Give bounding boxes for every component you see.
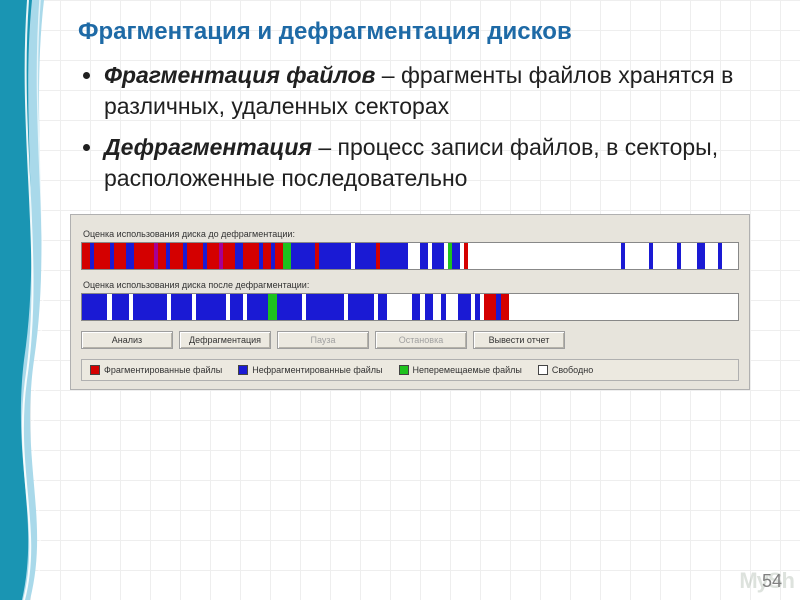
stripe [263,243,271,269]
stripe [171,294,192,320]
legend-fragmented: Фрагментированные файлы [90,365,222,375]
stripe [94,243,110,269]
legend: Фрагментированные файлы Нефрагментирован… [81,359,739,381]
stripe [420,243,428,269]
stripe [412,294,420,320]
stripe [722,243,738,269]
swatch-free [538,365,548,375]
stripe [187,243,203,269]
usage-bar-before [81,242,739,270]
stripe [484,294,497,320]
stripe [158,243,166,269]
stripe [306,294,344,320]
stripe [277,294,302,320]
stripe [283,243,291,269]
legend-nonfragmented: Нефрагментированные файлы [238,365,382,375]
term: Дефрагментация [104,134,312,160]
stripe [268,294,276,320]
stripe [134,243,154,269]
legend-label: Фрагментированные файлы [104,365,222,375]
stripe [247,294,268,320]
bullet-list: Фрагментация файлов – фрагменты файлов х… [104,60,790,194]
stripe [207,243,219,269]
stripe [452,243,460,269]
stripe [112,294,129,320]
stripe [355,243,375,269]
stripe [625,243,649,269]
defrag-panel: Оценка использования диска до дефрагмент… [70,214,750,390]
swatch-nonfragmented [238,365,248,375]
stripe [230,294,243,320]
list-item: Фрагментация файлов – фрагменты файлов х… [104,60,790,122]
stripe [223,243,235,269]
report-button[interactable]: Вывести отчет [473,331,565,349]
button-row: Анализ Дефрагментация Пауза Остановка Вы… [81,331,739,349]
stripe [291,243,315,269]
stripe [235,243,243,269]
stripe [348,294,373,320]
swatch-fragmented [90,365,100,375]
stripe [501,294,509,320]
legend-unmovable: Неперемещаемые файлы [399,365,522,375]
legend-label: Нефрагментированные файлы [252,365,382,375]
decorative-wave [0,0,64,600]
label-after: Оценка использования диска после дефрагм… [83,280,739,290]
stripe [387,294,412,320]
usage-bar-after [81,293,739,321]
stripe [82,243,90,269]
page-number: 54 [762,571,782,592]
stripe [705,243,717,269]
stripe [82,294,107,320]
stripe [509,294,738,320]
stripe [697,243,705,269]
legend-label: Свободно [552,365,593,375]
stripe [468,243,621,269]
stripe [243,243,259,269]
stripe [275,243,283,269]
stripe [446,294,459,320]
stripe [133,294,167,320]
legend-free: Свободно [538,365,593,375]
stripe [319,243,351,269]
list-item: Дефрагментация – процесс записи файлов, … [104,132,790,194]
slide-title: Фрагментация и дефрагментация дисков [78,18,790,46]
term: Фрагментация файлов [104,62,375,88]
defragment-button[interactable]: Дефрагментация [179,331,271,349]
stripe [408,243,420,269]
stop-button[interactable]: Остановка [375,331,467,349]
stripe [432,243,444,269]
stripe [458,294,471,320]
stripe [653,243,677,269]
analyze-button[interactable]: Анализ [81,331,173,349]
swatch-unmovable [399,365,409,375]
pause-button[interactable]: Пауза [277,331,369,349]
stripe [380,243,408,269]
stripe [681,243,697,269]
stripe [126,243,134,269]
stripe [378,294,386,320]
label-before: Оценка использования диска до дефрагмент… [83,229,739,239]
legend-label: Неперемещаемые файлы [413,365,522,375]
stripe [196,294,226,320]
stripe [170,243,182,269]
stripe [425,294,433,320]
stripe [114,243,126,269]
stripe [433,294,441,320]
